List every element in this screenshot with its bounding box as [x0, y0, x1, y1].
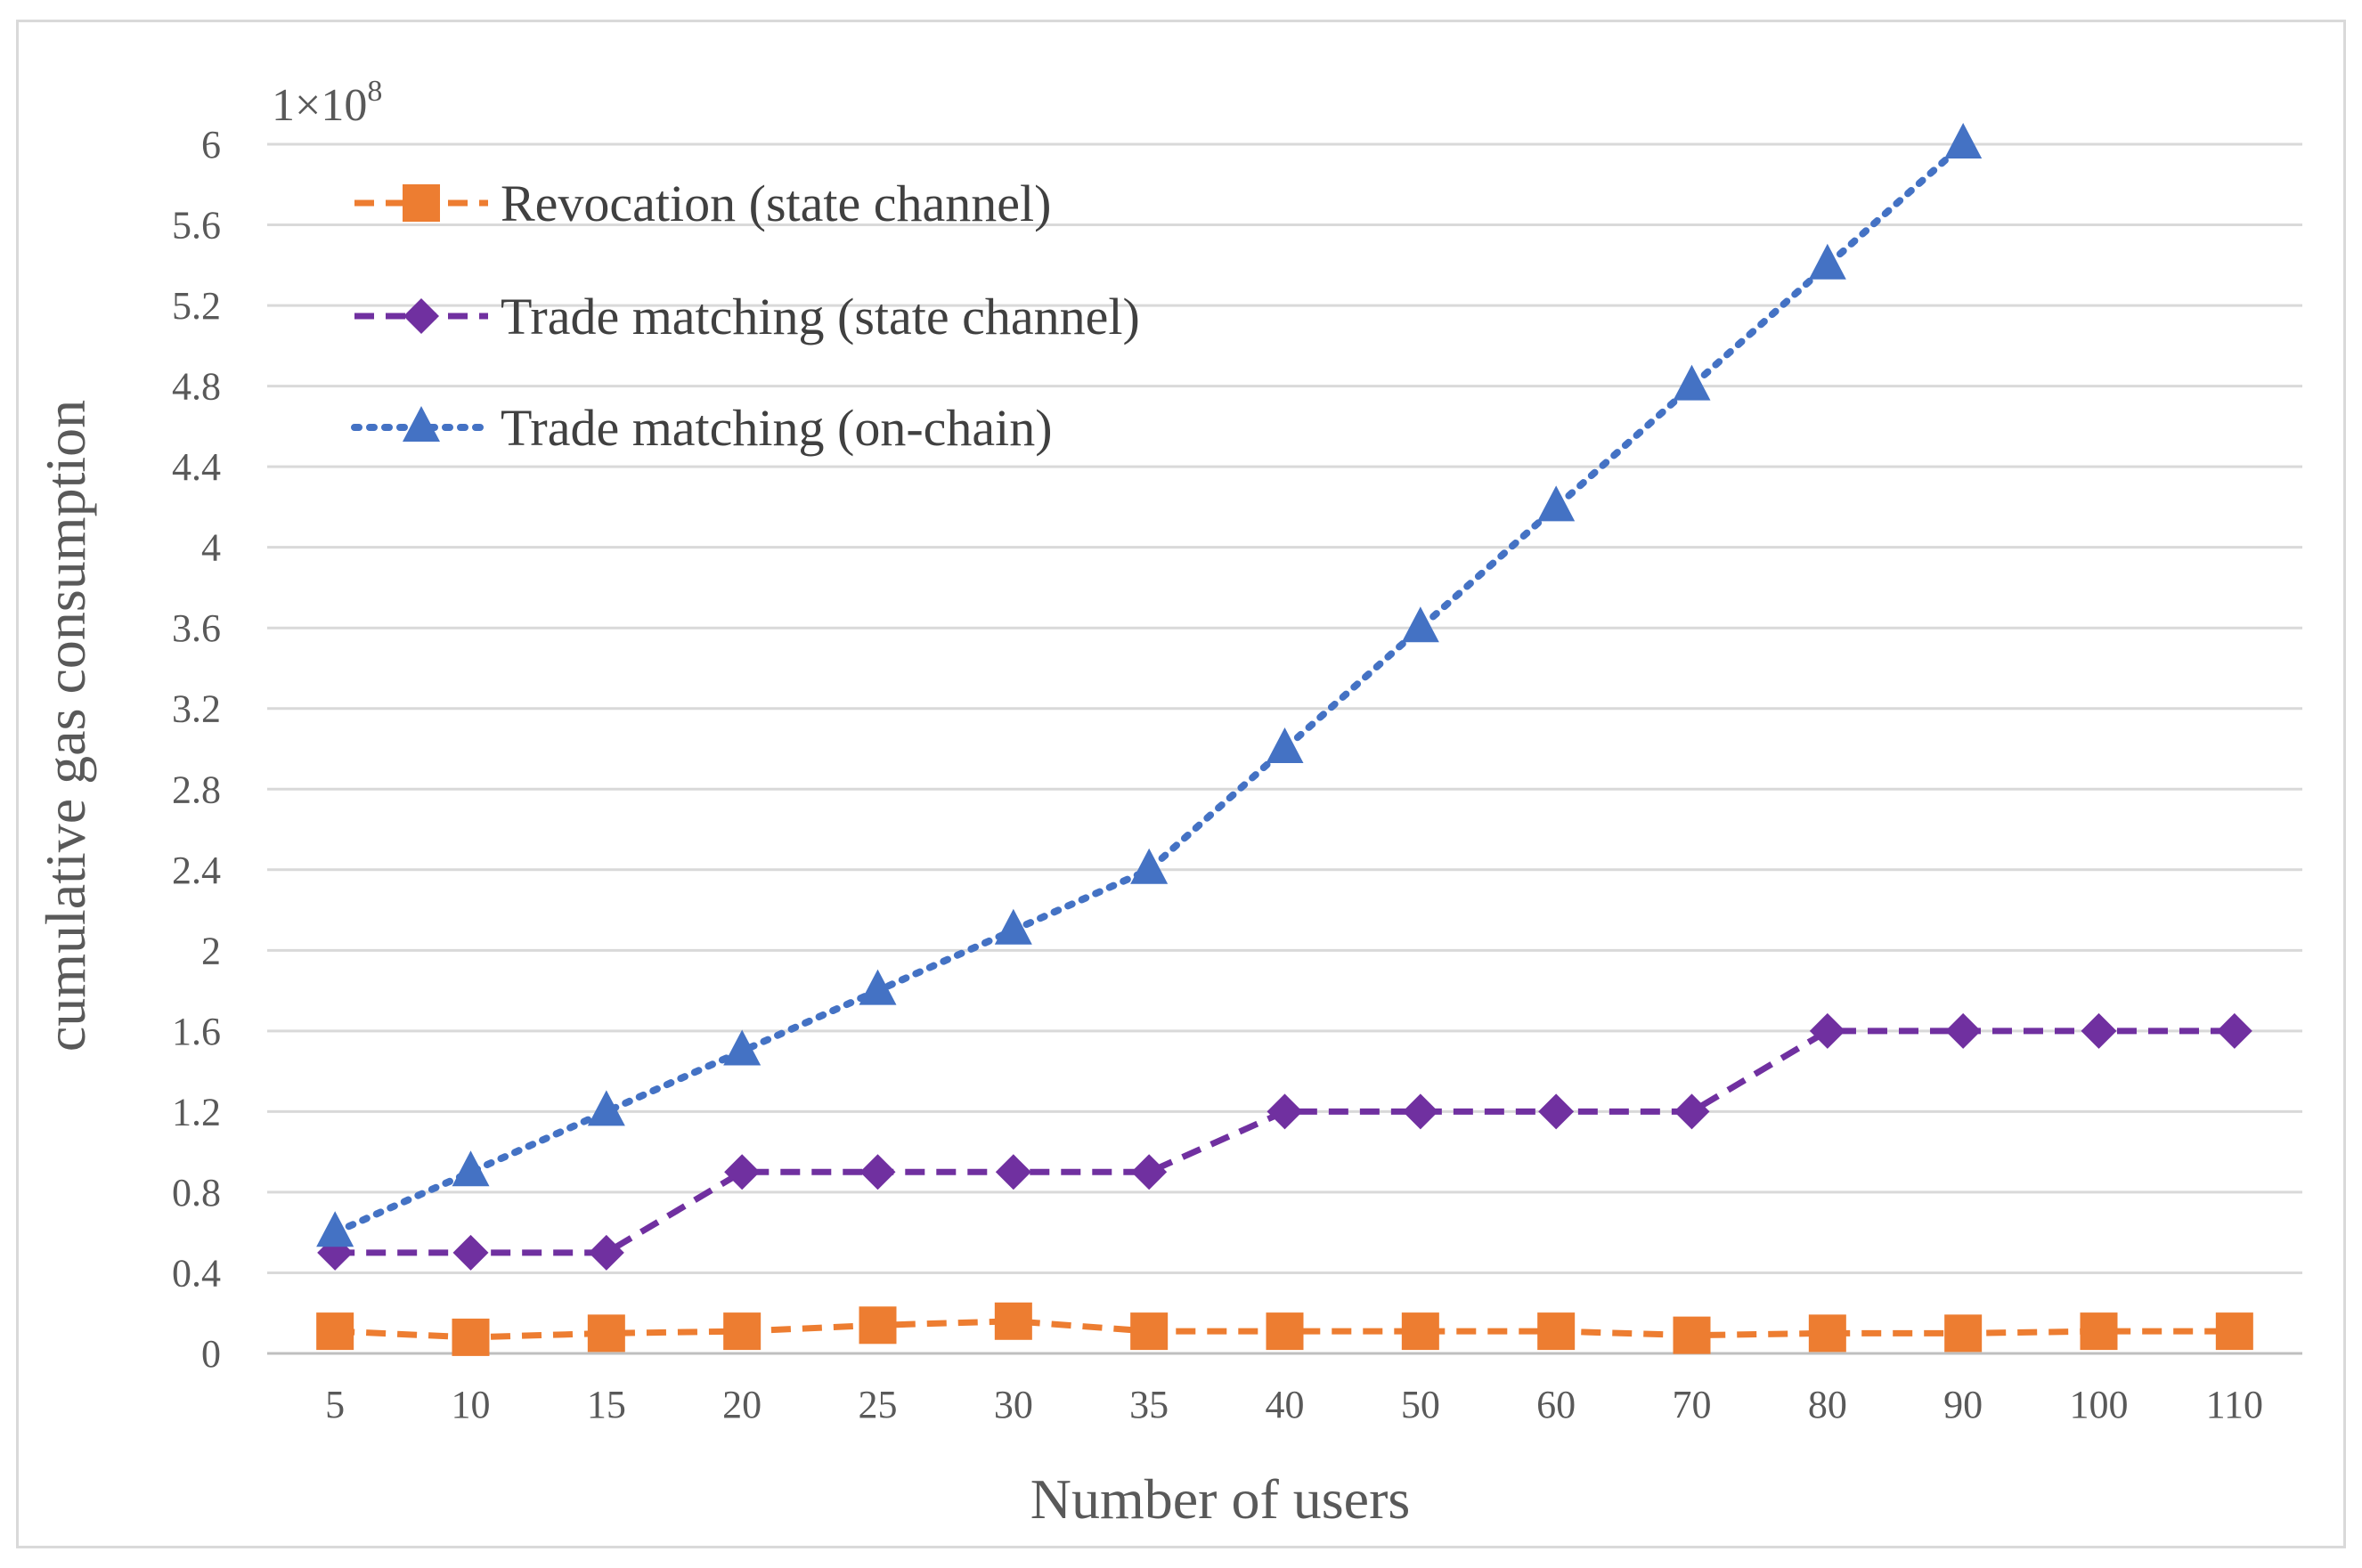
y-tick-label: 0	[201, 1332, 221, 1376]
y-tick-label: 6	[201, 123, 221, 167]
y-tick-label: 5.6	[172, 204, 221, 248]
data-point-series-1	[1538, 1093, 1575, 1130]
data-point-series-0	[1401, 1312, 1439, 1351]
x-tick-label: 30	[994, 1383, 1033, 1426]
data-point-series-0	[1808, 1314, 1846, 1353]
x-tick-label: 50	[1401, 1383, 1440, 1426]
data-point-series-2	[316, 1211, 354, 1247]
x-tick-label: 35	[1129, 1383, 1169, 1426]
data-point-series-1	[724, 1154, 761, 1190]
y-axis-title: cumulative gas consumption	[34, 400, 97, 1052]
x-tick-label: 110	[2206, 1383, 2263, 1426]
legend-label: Trade matching (on-chain)	[501, 399, 1053, 457]
y-tick-label: 1.2	[172, 1090, 221, 1133]
data-point-series-1	[1267, 1093, 1303, 1130]
data-point-series-0	[1130, 1312, 1169, 1351]
legend-label: Trade matching (state channel)	[501, 288, 1140, 345]
x-tick-label: 25	[859, 1383, 898, 1426]
data-point-series-1	[588, 1234, 624, 1271]
x-tick-label: 20	[722, 1383, 762, 1426]
data-point-series-2	[1537, 485, 1576, 522]
data-point-series-1	[1131, 1154, 1168, 1190]
legend-marker-2	[403, 406, 440, 442]
data-point-series-2	[859, 969, 897, 1005]
legend: Revocation (state channel) Trade matching…	[351, 175, 1140, 457]
data-point-series-1	[995, 1154, 1031, 1190]
data-point-series-0	[1944, 1314, 1983, 1353]
x-tick-label: 15	[587, 1383, 626, 1426]
data-point-series-0	[1537, 1312, 1576, 1351]
x-tick-label: 10	[452, 1383, 491, 1426]
data-point-series-0	[723, 1312, 762, 1351]
data-point-series-1	[1402, 1093, 1438, 1130]
data-point-series-2	[1673, 364, 1711, 401]
data-point-series-1	[1674, 1093, 1710, 1130]
chart-frame	[16, 20, 2346, 1548]
data-point-series-2	[1944, 123, 1983, 158]
data-point-series-0	[994, 1302, 1032, 1340]
data-point-series-2	[1808, 243, 1846, 280]
data-point-series-1	[1809, 1012, 1845, 1049]
data-point-series-2	[723, 1029, 762, 1066]
data-point-series-0	[1266, 1312, 1304, 1351]
y-tick-label: 2.8	[172, 768, 221, 811]
data-point-series-2	[1130, 848, 1169, 884]
series-markers	[316, 123, 2253, 1356]
data-point-series-2	[1401, 606, 1439, 643]
y-tick-label: 4.8	[172, 365, 221, 409]
y-axis-multiplier: 1×108	[272, 75, 382, 131]
x-tick-label: 90	[1943, 1383, 1983, 1426]
y-tick-label: 2.4	[172, 849, 221, 892]
data-point-series-2	[994, 908, 1032, 945]
x-axis-tick-labels: 5 10 15 20 25 30 35 40 50 60 70 80 90 100 110	[325, 1383, 2263, 1426]
x-tick-label: 60	[1536, 1383, 1576, 1426]
y-tick-label: 0.8	[172, 1171, 221, 1215]
y-tick-label: 3.2	[172, 687, 221, 731]
data-point-series-0	[2080, 1312, 2118, 1351]
y-tick-label: 2	[201, 929, 221, 972]
x-axis-title: Number of users	[1030, 1467, 1411, 1531]
legend-label: Revocation (state channel)	[501, 175, 1051, 232]
y-tick-label: 3.6	[172, 606, 221, 650]
data-point-series-0	[859, 1306, 897, 1345]
data-point-series-2	[1266, 727, 1304, 763]
y-tick-label: 5.2	[172, 284, 221, 328]
x-tick-label: 70	[1673, 1383, 1712, 1426]
data-point-series-1	[2081, 1012, 2117, 1049]
data-point-series-0	[452, 1318, 490, 1356]
y-tick-label: 0.4	[172, 1251, 221, 1295]
series-line-1	[335, 1028, 2235, 1256]
gridlines	[267, 142, 2302, 1355]
data-point-series-1	[452, 1234, 489, 1271]
x-tick-label: 40	[1266, 1383, 1305, 1426]
data-point-series-2	[452, 1150, 490, 1187]
data-point-series-0	[2215, 1312, 2253, 1351]
y-tick-label: 1.6	[172, 1010, 221, 1053]
data-point-series-1	[859, 1154, 896, 1190]
legend-marker-1	[403, 298, 439, 334]
data-point-series-0	[316, 1312, 354, 1351]
legend-marker-0	[403, 184, 440, 222]
data-point-series-0	[1673, 1316, 1711, 1354]
x-tick-label: 5	[325, 1383, 345, 1426]
data-point-series-1	[1945, 1012, 1982, 1049]
y-axis-tick-labels: 0 0.4 0.8 1.2 1.6 2 2.4 2.8 3.2 3.6 4 4.4 4.8 5.2 5.6 6	[172, 123, 221, 1376]
data-point-series-2	[587, 1090, 625, 1126]
x-tick-label: 80	[1808, 1383, 1847, 1426]
x-tick-label: 100	[2070, 1383, 2129, 1426]
data-point-series-1	[2216, 1012, 2252, 1049]
y-tick-label: 4	[201, 526, 221, 570]
y-tick-label: 4.4	[172, 445, 221, 489]
data-point-series-0	[587, 1314, 625, 1353]
